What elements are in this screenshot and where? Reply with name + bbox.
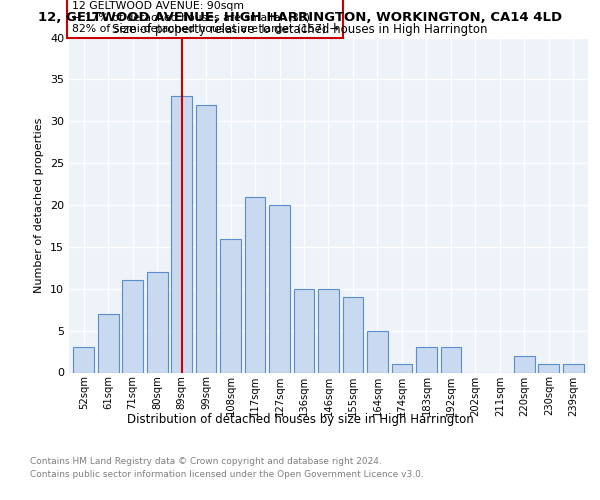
Text: Contains HM Land Registry data © Crown copyright and database right 2024.: Contains HM Land Registry data © Crown c… — [30, 458, 382, 466]
Bar — [392, 364, 412, 372]
Text: Size of property relative to detached houses in High Harrington: Size of property relative to detached ho… — [112, 22, 488, 36]
Y-axis label: Number of detached properties: Number of detached properties — [34, 118, 44, 292]
Bar — [293, 289, 314, 372]
Bar — [514, 356, 535, 372]
Bar — [171, 96, 192, 372]
Text: Contains public sector information licensed under the Open Government Licence v3: Contains public sector information licen… — [30, 470, 424, 479]
Bar — [416, 348, 437, 372]
Bar — [73, 348, 94, 372]
Bar — [318, 289, 339, 372]
Text: 12, GELTWOOD AVENUE, HIGH HARRINGTON, WORKINGTON, CA14 4LD: 12, GELTWOOD AVENUE, HIGH HARRINGTON, WO… — [38, 11, 562, 24]
Bar — [269, 205, 290, 372]
Bar — [245, 196, 265, 372]
Bar — [147, 272, 167, 372]
Bar — [538, 364, 559, 372]
Bar — [220, 238, 241, 372]
Bar — [367, 330, 388, 372]
Bar — [122, 280, 143, 372]
Bar — [343, 297, 364, 372]
Text: Distribution of detached houses by size in High Harrington: Distribution of detached houses by size … — [127, 412, 473, 426]
Bar — [440, 348, 461, 372]
Text: 12 GELTWOOD AVENUE: 90sqm
← 17% of detached houses are smaller (33)
82% of semi-: 12 GELTWOOD AVENUE: 90sqm ← 17% of detac… — [71, 1, 338, 34]
Bar — [98, 314, 119, 372]
Bar — [563, 364, 584, 372]
Bar — [196, 104, 217, 372]
